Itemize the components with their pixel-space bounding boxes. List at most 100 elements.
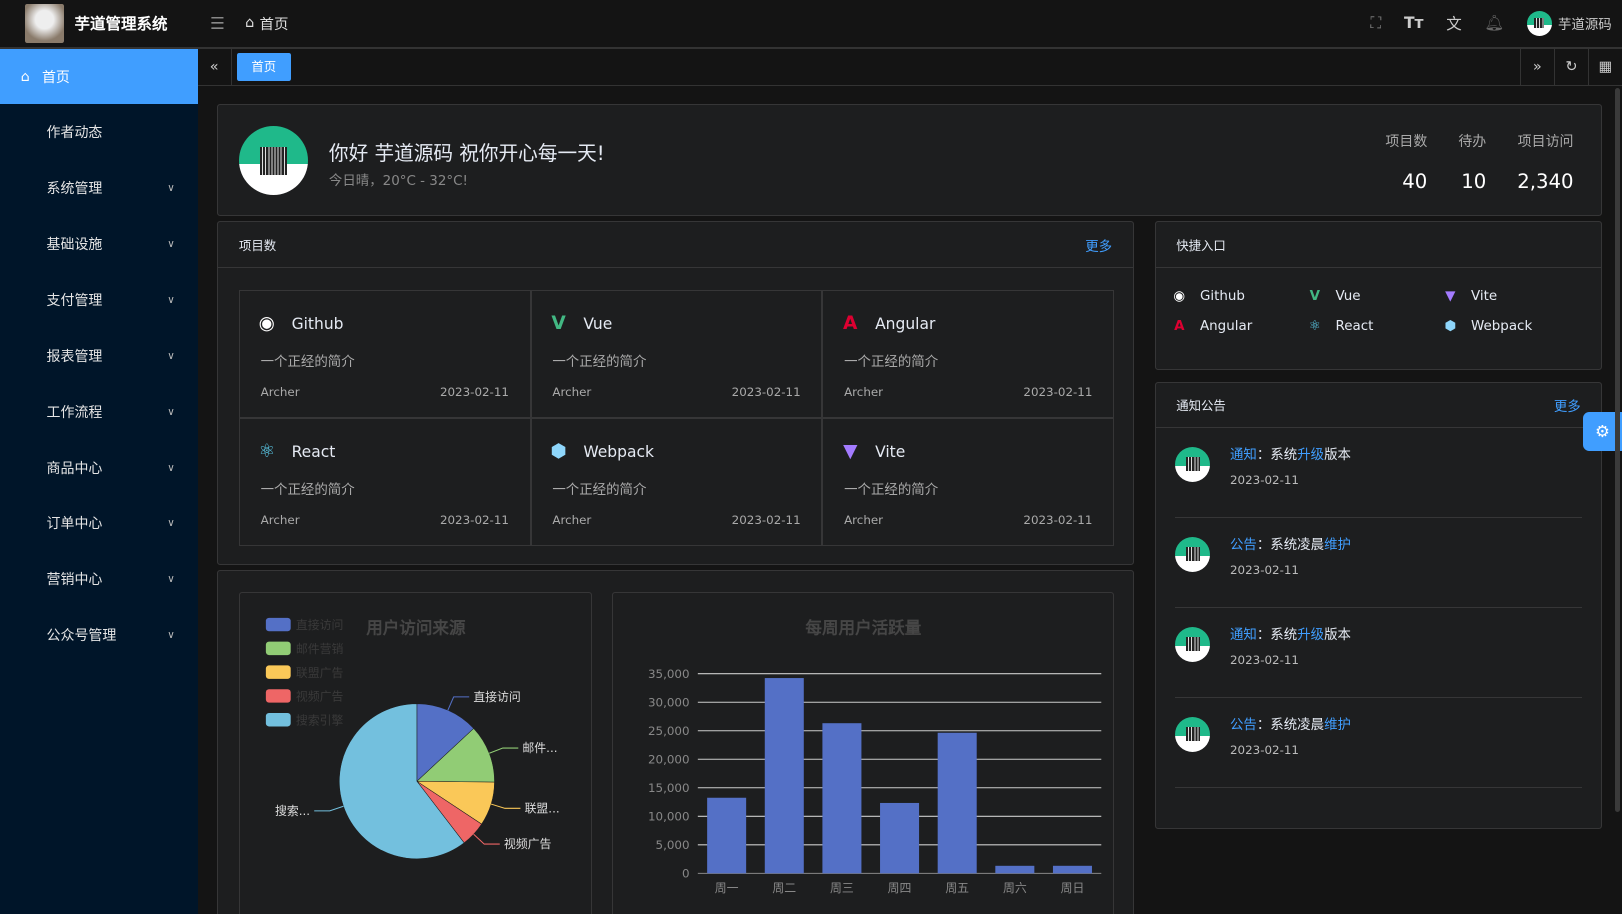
x-tick-label: 周三	[830, 881, 854, 895]
sidebar-item-label: 商品中心	[46, 460, 103, 477]
slice-label: 邮件...	[522, 741, 557, 755]
sidebar-item[interactable]: ⌂ 首页	[0, 48, 198, 105]
bar	[995, 865, 1035, 874]
project-card[interactable]: A Angular 一个正经的简介 Archer 2023-02-11	[822, 289, 1115, 418]
quick-entry-card: 快捷入口 ◉ Github V Vue ▼ Vite A Angular ⚛ React ⬢ Webp…	[1154, 221, 1603, 371]
breadcrumb[interactable]: ⌂ 首页	[245, 13, 288, 34]
sidebar-item[interactable]: 作者动态	[0, 104, 198, 160]
sidebar-item[interactable]: 订单中心 ∨	[0, 495, 198, 551]
more-link[interactable]: 更多	[1553, 399, 1581, 415]
sidebar-item[interactable]: 系统管理 ∨	[0, 160, 198, 216]
pie-chart-box: 用户访问来源 直接访问 邮件营销 联盟广告 视频广告 搜索引擎 直接访问 邮件... 联盟...…	[238, 591, 592, 914]
logo[interactable]: 芋道管理系统	[0, 0, 198, 48]
project-desc: 一个正经的简介	[844, 482, 939, 498]
project-card[interactable]: ▼ Vite 一个正经的简介 Archer 2023-02-11	[822, 417, 1115, 547]
y-tick-label: 20,000	[648, 752, 690, 766]
stats: 项目数 40 待办 10 项目访问 2,340	[1385, 131, 1573, 193]
project-card[interactable]: ◉ Github 一个正经的简介 Archer 2023-02-11	[238, 289, 531, 418]
chevron-down-icon: ∨	[167, 405, 175, 418]
chevron-down-icon: ∨	[167, 461, 175, 474]
sidebar-item[interactable]: 支付管理 ∨	[0, 272, 198, 328]
project-date: 2023-02-11	[1023, 513, 1093, 528]
scrollbar[interactable]	[1614, 87, 1621, 813]
bar	[707, 797, 747, 874]
x-tick-label: 周日	[1061, 881, 1085, 895]
vite-icon: ▼	[1445, 289, 1456, 305]
refresh-icon[interactable]: ↻	[1553, 48, 1588, 85]
tab-home[interactable]: 首页	[236, 52, 291, 81]
notice-item[interactable]: 通知：系统升级版本 2023-02-11	[1175, 428, 1582, 519]
sidebar-item-label: 支付管理	[46, 292, 103, 309]
fullscreen-icon[interactable]: ⛶	[1370, 13, 1382, 32]
quick-entry[interactable]: ⬢ Webpack	[1442, 319, 1578, 336]
sidebar-item-label: 作者动态	[46, 125, 103, 142]
grid-menu-icon[interactable]: ▦	[1587, 48, 1622, 85]
chevron-down-icon: ∨	[167, 517, 175, 530]
card-title: 快捷入口	[1176, 237, 1226, 253]
project-author: Archer	[260, 384, 300, 399]
charts-card: 用户访问来源 直接访问 邮件营销 联盟广告 视频广告 搜索引擎 直接访问 邮件... 联盟...…	[217, 570, 1134, 914]
more-link[interactable]: 更多	[1085, 239, 1113, 255]
quick-entry[interactable]: V Vue	[1307, 289, 1443, 306]
sidebar-item[interactable]: 报表管理 ∨	[0, 328, 198, 384]
legend-swatch	[265, 665, 291, 679]
quick-entry[interactable]: ◉ Github	[1171, 289, 1307, 306]
project-desc: 一个正经的简介	[260, 354, 355, 370]
project-card[interactable]: ⬢ Webpack 一个正经的简介 Archer 2023-02-11	[530, 417, 823, 547]
app-title: 芋道管理系统	[74, 15, 168, 34]
x-tick-label: 周六	[1003, 881, 1027, 895]
project-card[interactable]: V Vue 一个正经的简介 Archer 2023-02-11	[530, 289, 823, 418]
avatar	[1175, 446, 1211, 483]
legend-swatch	[265, 712, 291, 727]
project-desc: 一个正经的简介	[260, 482, 355, 498]
sidebar-item-label: 工作流程	[46, 404, 103, 421]
chart-title: 每周用户活跃量	[806, 617, 922, 637]
notice-date: 2023-02-11	[1229, 472, 1299, 487]
notice-item[interactable]: 公告：系统凌晨维护 2023-02-11	[1175, 518, 1582, 609]
menu-fold-icon[interactable]: ☰	[209, 13, 225, 33]
notice-text: 通知：系统升级版本	[1229, 447, 1351, 463]
notice-item[interactable]: 通知：系统升级版本 2023-02-11	[1175, 608, 1582, 699]
legend-swatch	[265, 688, 291, 703]
chevron-down-icon: ∨	[167, 349, 175, 362]
translate-icon[interactable]: 文	[1446, 15, 1462, 34]
font-size-icon[interactable]: Tт	[1403, 14, 1424, 33]
card-title: 通知公告	[1176, 397, 1226, 413]
stat-projects: 项目数 40	[1385, 134, 1428, 193]
project-author: Archer	[552, 513, 592, 528]
chevron-down-icon: ∨	[167, 573, 175, 586]
legend-swatch	[265, 641, 291, 655]
sidebar-item[interactable]: 基础设施 ∨	[0, 216, 198, 272]
project-author: Archer	[260, 513, 300, 528]
notice-item[interactable]: 公告：系统凌晨维护 2023-02-11	[1175, 698, 1582, 789]
project-date: 2023-02-11	[731, 513, 801, 528]
label-line	[447, 696, 470, 711]
quick-entry[interactable]: ⚛ React	[1307, 319, 1443, 336]
y-tick-label: 15,000	[648, 781, 690, 795]
sidebar-item[interactable]: 工作流程 ∨	[0, 384, 198, 440]
webpack-icon: ⬢	[1444, 319, 1457, 335]
chevron-down-icon: ∨	[167, 629, 175, 642]
notice-text: 通知：系统升级版本	[1229, 627, 1351, 643]
pie-slice	[416, 703, 474, 782]
bell-icon[interactable]: 🔔︎	[1484, 14, 1505, 33]
scroll-left-icon[interactable]: «	[198, 48, 232, 85]
avatar	[1526, 10, 1552, 36]
y-tick-label: 0	[682, 866, 690, 880]
label-line	[314, 805, 344, 812]
sidebar-item[interactable]: 营销中心 ∨	[0, 551, 198, 607]
sidebar-item[interactable]: 公众号管理 ∨	[0, 607, 198, 663]
user-menu[interactable]: 芋道源码	[1526, 10, 1612, 36]
quick-entry-label: Webpack	[1471, 319, 1533, 335]
quick-entry[interactable]: A Angular	[1171, 319, 1307, 336]
sidebar-item[interactable]: 商品中心 ∨	[0, 440, 198, 496]
bar-chart: 每周用户活跃量 0 5,000 10,000 15,000 20,000 25,000 30,…	[648, 617, 1102, 895]
notice-text: 公告：系统凌晨维护	[1229, 537, 1351, 553]
greeting: 你好 芋道源码 祝你开心每一天!	[328, 141, 605, 165]
bar	[765, 677, 805, 874]
scroll-right-icon[interactable]: »	[1519, 48, 1554, 85]
project-card[interactable]: ⚛ React 一个正经的简介 Archer 2023-02-11	[238, 417, 531, 547]
notice-date: 2023-02-11	[1229, 652, 1299, 667]
quick-entry[interactable]: ▼ Vite	[1442, 289, 1578, 306]
label-line	[490, 803, 521, 809]
